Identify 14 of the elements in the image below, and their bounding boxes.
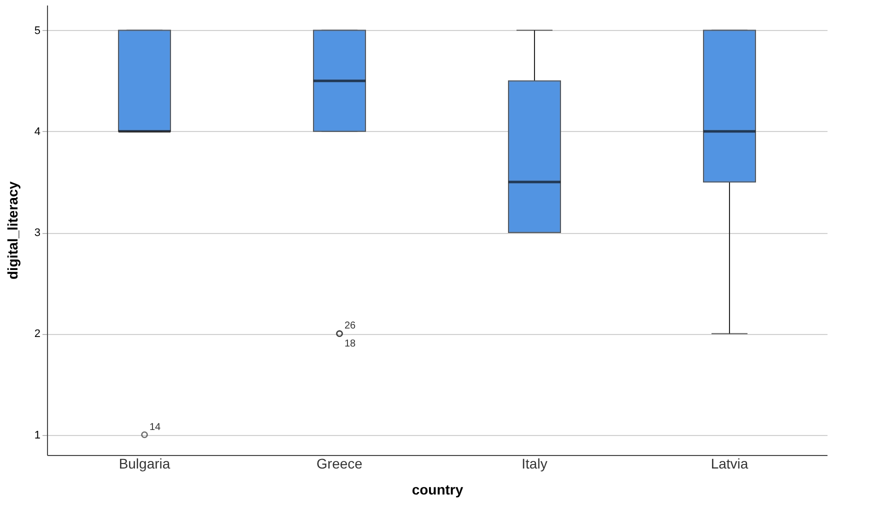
x-tick-label: Bulgaria: [118, 456, 170, 472]
x-tick-label: Italy: [522, 456, 548, 472]
x-axis-title: country: [412, 482, 464, 498]
y-tick-label: 2: [34, 328, 40, 340]
annotation: 26: [344, 320, 356, 332]
y-tick-label: 4: [34, 126, 40, 138]
annotation: 18: [344, 338, 356, 350]
y-tick-label: 1: [34, 429, 40, 442]
y-tick-label: 3: [34, 227, 40, 240]
annotation: 14: [150, 422, 162, 433]
x-tick-label: Greece: [316, 456, 363, 472]
y-tick-label: 5: [34, 24, 40, 37]
x-tick-label: Latvia: [710, 456, 748, 472]
y-axis-title: digital_literacy: [4, 181, 20, 280]
